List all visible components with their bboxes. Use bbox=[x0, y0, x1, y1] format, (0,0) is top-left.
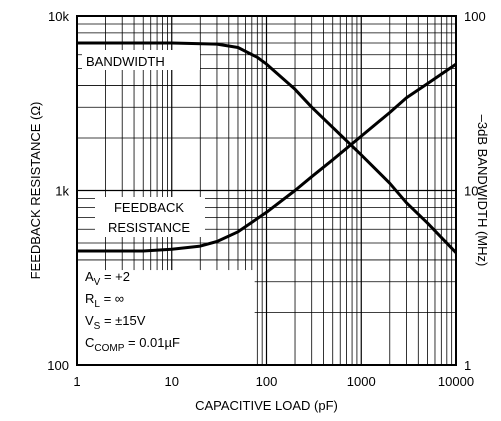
x-tick-label: 1000 bbox=[347, 374, 376, 389]
condition-av: AV = +2 bbox=[85, 269, 130, 288]
y-right-tick-label: 100 bbox=[464, 9, 486, 24]
y-right-tick-label: 10 bbox=[464, 184, 478, 199]
bandwidth-label: BANDWIDTH bbox=[86, 54, 165, 69]
y-left-tick-label: 10k bbox=[48, 9, 69, 24]
y-right-tick-label: 1 bbox=[464, 358, 471, 373]
condition-ccomp: CCOMP = 0.01µF bbox=[85, 335, 180, 354]
y-left-tick-label: 1k bbox=[55, 184, 69, 199]
bandwidth-curve bbox=[77, 41, 458, 254]
x-tick-label: 10000 bbox=[438, 374, 474, 389]
feedback-label-line1: FEEDBACK bbox=[114, 200, 184, 215]
feedback-resistance-label-bg bbox=[95, 197, 205, 237]
condition-vs: VS = ±15V bbox=[85, 313, 146, 332]
x-tick-label: 1 bbox=[73, 374, 80, 389]
conditions-box bbox=[78, 270, 255, 364]
feedback-resistance-curve bbox=[77, 62, 457, 253]
x-axis-title: CAPACITIVE LOAD (pF) bbox=[195, 398, 338, 413]
curves bbox=[77, 41, 458, 254]
y-left-tick-label: 100 bbox=[47, 358, 69, 373]
x-tick-label: 100 bbox=[256, 374, 278, 389]
condition-rl: RL = ∞ bbox=[85, 291, 124, 310]
x-tick-label: 10 bbox=[165, 374, 179, 389]
y-axis-right-title: –3dB BANDWIDTH (MHz) bbox=[475, 115, 490, 267]
bandwidth-label-bg bbox=[82, 50, 200, 70]
feedback-label-line2: RESISTANCE bbox=[108, 220, 190, 235]
plot-frame bbox=[76, 15, 457, 366]
tick-labels: 1 10 100 1000 10000 100 1k 10k 1 10 100 bbox=[47, 9, 485, 389]
y-axis-left-title: FEEDBACK RESISTANCE (Ω) bbox=[28, 102, 43, 280]
